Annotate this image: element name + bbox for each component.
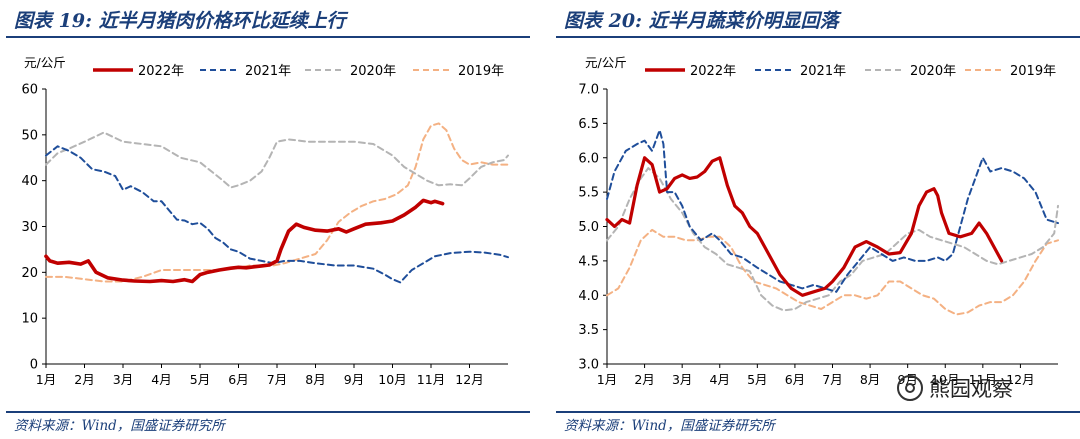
source-rule bbox=[6, 411, 530, 413]
x-tick-label: 7月 bbox=[822, 372, 842, 387]
y-tick-label: 6.5 bbox=[578, 117, 599, 132]
x-tick-label: 10月 bbox=[931, 372, 959, 387]
y-tick-label: 10 bbox=[21, 312, 38, 327]
y-tick-label: 7.0 bbox=[578, 83, 599, 98]
legend-label: 2020年 bbox=[350, 64, 396, 79]
y-tick-label: 4.0 bbox=[578, 289, 599, 304]
x-tick-label: 2月 bbox=[74, 372, 94, 387]
pork-price-chart: 元/公斤 0 10 20 30 40 50 60 1月 2月 3月 4月 5月 6月 7月 8月 9月 10月 11… bbox=[21, 55, 509, 387]
x-tick-label: 10月 bbox=[378, 372, 406, 387]
legend-label: 2020年 bbox=[910, 64, 956, 79]
x-tick-label: 11月 bbox=[969, 372, 997, 387]
x-tick-label: 12月 bbox=[1006, 372, 1034, 387]
vegetable-price-chart: 元/公斤 3.0 3.5 4.0 4.5 5.0 5.5 6.0 6.5 7.0 1月 2月 3月 4月 5… bbox=[578, 55, 1059, 387]
y-tick-label: 3.5 bbox=[578, 323, 599, 338]
y-axis-label: 元/公斤 bbox=[585, 55, 627, 70]
chart-title: 图表 19: 近半月猪肉价格环比延续上行 bbox=[14, 10, 346, 32]
y-tick-label: 5.0 bbox=[578, 220, 599, 235]
y-tick-label: 20 bbox=[21, 266, 38, 281]
chart-title: 图表 20: 近半月蔬菜价明显回落 bbox=[564, 10, 839, 32]
source-note: 资料来源：Wind，国盛证券研究所 bbox=[564, 418, 775, 434]
x-tick-label: 4月 bbox=[151, 372, 171, 387]
legend-label: 2021年 bbox=[245, 64, 291, 79]
x-tick-label: 2月 bbox=[634, 372, 654, 387]
legend-label: 2022年 bbox=[690, 64, 736, 79]
x-tick-label: 12月 bbox=[455, 372, 483, 387]
legend-label: 2019年 bbox=[458, 64, 504, 79]
chart-panel-pork: 图表 19: 近半月猪肉价格环比延续上行 元/公斤 0 10 20 30 40 50 60 1月… bbox=[0, 0, 530, 439]
series-line-2020年 bbox=[606, 167, 1059, 312]
x-tick-label: 6月 bbox=[228, 372, 248, 387]
x-tick-label: 1月 bbox=[36, 372, 56, 387]
series-line-2022年 bbox=[605, 156, 1004, 297]
series-line-2022年 bbox=[44, 198, 445, 284]
x-tick-label: 11月 bbox=[417, 372, 445, 387]
legend-label: 2021年 bbox=[800, 64, 846, 79]
legend-label: 2022年 bbox=[138, 64, 184, 79]
y-tick-label: 50 bbox=[21, 128, 38, 143]
x-tick-label: 8月 bbox=[305, 372, 325, 387]
y-tick-label: 40 bbox=[21, 174, 38, 189]
y-tick-label: 60 bbox=[21, 83, 38, 98]
y-tick-label: 6.0 bbox=[578, 151, 599, 166]
watermark-text: 熊园观察 bbox=[929, 377, 1013, 401]
source-note: 资料来源：Wind，国盛证券研究所 bbox=[14, 418, 225, 434]
legend-label: 2019年 bbox=[1010, 64, 1056, 79]
x-tick-label: 5月 bbox=[747, 372, 767, 387]
series-line-2020年 bbox=[45, 131, 509, 189]
x-tick-label: 8月 bbox=[860, 372, 880, 387]
series-line-2019年 bbox=[606, 228, 1059, 316]
x-tick-label: 3月 bbox=[672, 372, 692, 387]
x-tick-label: 5月 bbox=[190, 372, 210, 387]
source-rule bbox=[556, 411, 1080, 413]
x-tick-label: 4月 bbox=[710, 372, 730, 387]
y-axis-label: 元/公斤 bbox=[24, 55, 66, 70]
chart-panel-vegetable: 图表 20: 近半月蔬菜价明显回落 元/公斤 3.0 3.5 4.0 4.5 5.0 5.5… bbox=[550, 0, 1080, 439]
x-tick-label: 1月 bbox=[597, 372, 617, 387]
x-tick-label: 7月 bbox=[267, 372, 287, 387]
y-tick-label: 0 bbox=[30, 358, 38, 373]
title-rule bbox=[6, 36, 530, 38]
y-tick-label: 3.0 bbox=[578, 358, 599, 373]
x-tick-label: 6月 bbox=[785, 372, 805, 387]
y-tick-label: 30 bbox=[21, 220, 38, 235]
x-tick-label: 9月 bbox=[344, 372, 364, 387]
series-line-2021年 bbox=[45, 145, 509, 284]
title-rule bbox=[556, 36, 1080, 38]
watermark: 熊园观察 bbox=[897, 373, 1013, 403]
watermark-logo-icon bbox=[897, 375, 923, 401]
y-tick-label: 4.5 bbox=[578, 254, 599, 269]
series-line-2021年 bbox=[606, 129, 1059, 293]
y-tick-label: 5.5 bbox=[578, 186, 599, 201]
x-tick-label: 3月 bbox=[113, 372, 133, 387]
